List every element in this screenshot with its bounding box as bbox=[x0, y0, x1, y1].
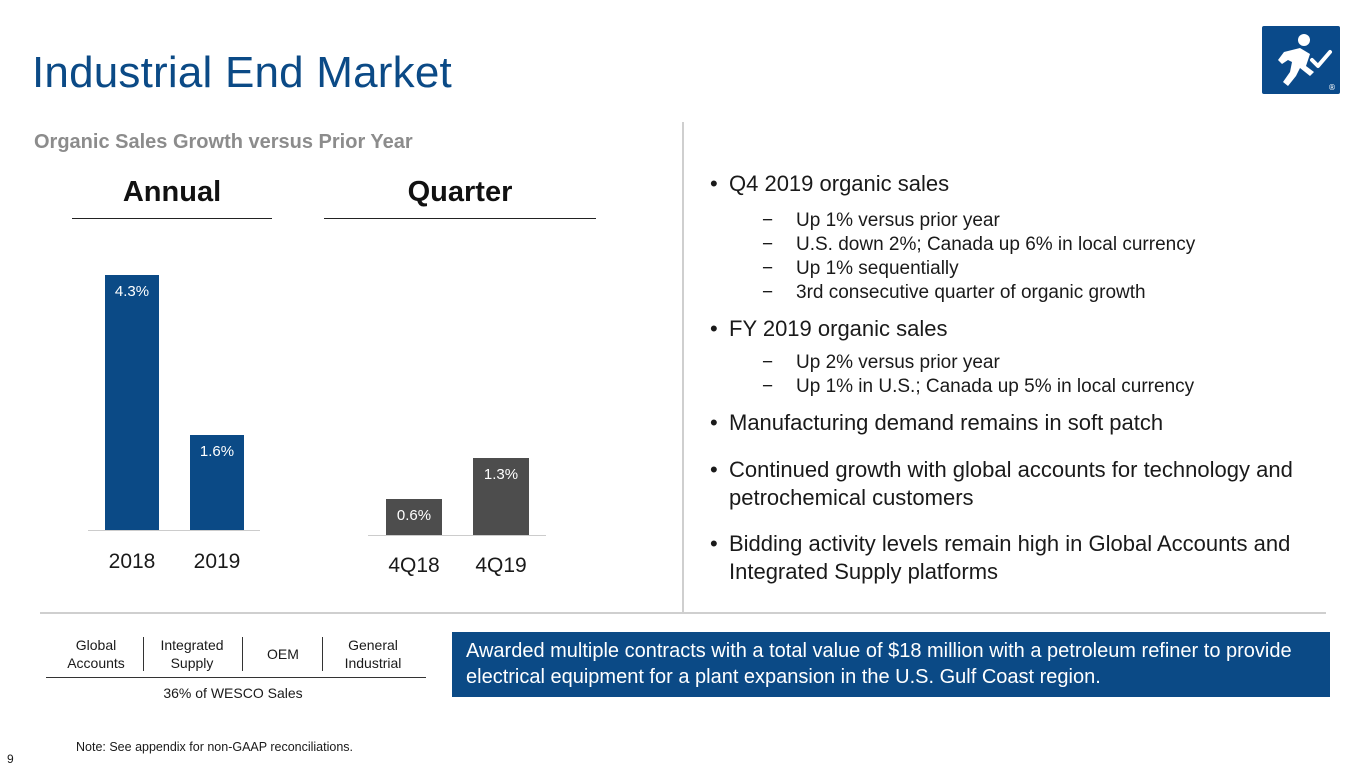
category-label-4Q18: 4Q18 bbox=[388, 554, 440, 577]
sub-bullet: − Up 1% in U.S.; Canada up 5% in local cu… bbox=[762, 376, 1194, 398]
bullet-bidding-activity: • Bidding activity levels remain high in… bbox=[710, 530, 1360, 586]
page-number: 9 bbox=[7, 752, 14, 766]
bullet-q4-organic-sales: • Q4 2019 organic sales bbox=[710, 170, 1350, 198]
footnote: Note: See appendix for non-GAAP reconcil… bbox=[76, 740, 354, 754]
segment-line2: Accounts bbox=[67, 655, 125, 671]
segment-line2: Industrial bbox=[344, 655, 402, 671]
bullet-text: Manufacturing demand remains in soft pat… bbox=[729, 410, 1164, 435]
sub-bullet-text: Up 1% sequentially bbox=[796, 258, 959, 279]
bullet-dot: • bbox=[710, 316, 718, 341]
bar-value-label-2018: 4.3% bbox=[114, 283, 150, 300]
bullet-text: FY 2019 organic sales bbox=[729, 316, 948, 341]
bar-2019 bbox=[190, 435, 244, 530]
sub-bullet: − Up 1% versus prior year bbox=[762, 210, 1000, 232]
bullet-global-accounts-growth: • Continued growth with global accounts … bbox=[710, 456, 1360, 512]
segment-line1: Global bbox=[75, 637, 117, 653]
dash-mark: − bbox=[762, 210, 774, 231]
sub-bullet: − U.S. down 2%; Canada up 6% in local cur… bbox=[762, 234, 1195, 256]
sub-bullet: − Up 1% sequentially bbox=[762, 258, 959, 280]
category-label-4Q19: 4Q19 bbox=[475, 554, 527, 577]
page-title: Industrial End Market bbox=[32, 48, 452, 97]
sub-bullet-text: 3rd consecutive quarter of organic growt… bbox=[796, 282, 1146, 303]
bullet-text-line2: petrochemical customers bbox=[729, 485, 974, 510]
segment-line1: General bbox=[348, 637, 398, 653]
dash-mark: − bbox=[762, 352, 774, 373]
bullet-text-line1: Continued growth with global accounts fo… bbox=[729, 457, 1293, 482]
bullet-dot: • bbox=[710, 457, 718, 482]
quarter-heading-underline bbox=[324, 218, 596, 219]
dash-mark: − bbox=[762, 376, 774, 397]
segment-line2: Supply bbox=[170, 655, 214, 671]
sub-bullet-text: Up 1% in U.S.; Canada up 5% in local cur… bbox=[796, 376, 1195, 397]
bullet-dot: • bbox=[710, 531, 718, 556]
bullet-text-line1: Bidding activity levels remain high in G… bbox=[729, 531, 1291, 556]
chart-1-baseline bbox=[368, 535, 546, 536]
bullet-fy-organic-sales: • FY 2019 organic sales bbox=[710, 315, 1350, 343]
segment-underline bbox=[46, 677, 426, 678]
sub-bullet-text: U.S. down 2%; Canada up 6% in local curr… bbox=[796, 234, 1196, 255]
bullet-text: Q4 2019 organic sales bbox=[729, 171, 950, 196]
bar-value-label-4Q18: 0.6% bbox=[396, 507, 432, 525]
running-person-checkmark-icon bbox=[1278, 34, 1332, 86]
annual-heading-underline bbox=[72, 218, 272, 219]
horizontal-divider bbox=[40, 612, 1326, 614]
vertical-divider bbox=[682, 122, 684, 612]
bar-value-label-2019: 1.6% bbox=[199, 443, 235, 461]
registered-mark: ® bbox=[1328, 83, 1336, 92]
section-subtitle: Organic Sales Growth versus Prior Year bbox=[34, 131, 413, 153]
segment-general-industrial: General Industrial bbox=[330, 636, 416, 672]
contract-callout-box: Awarded multiple contracts with a total … bbox=[452, 632, 1330, 697]
category-label-2018: 2018 bbox=[108, 550, 156, 573]
chart-0-baseline bbox=[88, 530, 260, 531]
segment-line1: Integrated bbox=[160, 637, 224, 653]
segment-separator bbox=[242, 637, 243, 671]
bar-value-label-4Q19: 1.3% bbox=[483, 465, 519, 483]
bullet-manufacturing-demand: • Manufacturing demand remains in soft p… bbox=[710, 409, 1350, 437]
segment-separator bbox=[143, 637, 144, 671]
quarter-chart-title: Quarter bbox=[407, 176, 513, 208]
sub-bullet-text: Up 1% versus prior year bbox=[796, 210, 1000, 231]
segment-separator bbox=[322, 637, 323, 671]
segment-share-label: 36% of WESCO Sales bbox=[163, 685, 303, 701]
company-logo: ® bbox=[1262, 26, 1340, 94]
sub-bullet-text: Up 2% versus prior year bbox=[796, 352, 1000, 373]
annual-chart-title: Annual bbox=[122, 176, 222, 208]
bullet-text-line2: Integrated Supply platforms bbox=[729, 559, 999, 584]
bar-4Q18 bbox=[386, 499, 442, 535]
bullet-dot: • bbox=[710, 171, 718, 196]
segment-integrated-supply: Integrated Supply bbox=[150, 636, 234, 672]
segment-global-accounts: Global Accounts bbox=[56, 636, 136, 672]
bullet-dot: • bbox=[710, 410, 718, 435]
bar-2018 bbox=[105, 275, 159, 530]
dash-mark: − bbox=[762, 258, 774, 279]
segment-line1: OEM bbox=[267, 646, 299, 662]
dash-mark: − bbox=[762, 282, 774, 303]
segment-oem: OEM bbox=[252, 645, 314, 663]
bar-4Q19 bbox=[473, 457, 529, 535]
dash-mark: − bbox=[762, 234, 774, 255]
sub-bullet: − Up 2% versus prior year bbox=[762, 352, 1000, 374]
sub-bullet: − 3rd consecutive quarter of organic grow… bbox=[762, 282, 1146, 304]
category-label-2019: 2019 bbox=[193, 550, 241, 573]
